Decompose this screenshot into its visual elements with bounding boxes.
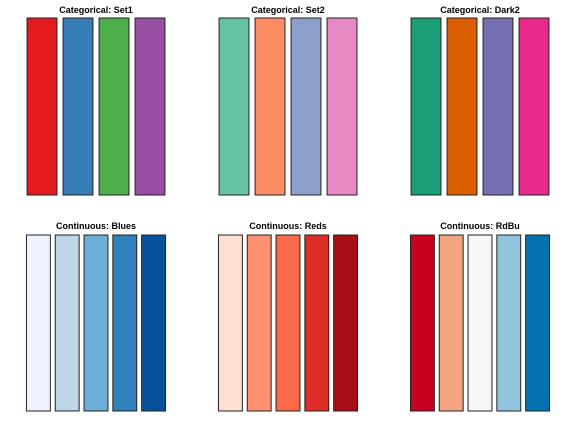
color-swatch-2: [246, 234, 272, 412]
panel-title: Continuous: Blues: [56, 221, 136, 231]
color-swatch-2: [438, 234, 464, 412]
color-swatch-5: [333, 234, 359, 412]
color-swatch-1: [218, 17, 250, 196]
palette-panel-categorical-set2: Categorical: Set2: [218, 5, 358, 196]
palette-panel-continuous-reds: Continuous: Reds: [217, 221, 359, 412]
color-swatch-4: [112, 234, 138, 412]
color-swatch-4: [326, 17, 358, 196]
palette-panel-categorical-set1: Categorical: Set1: [26, 5, 166, 196]
color-swatch-3: [482, 17, 514, 196]
color-swatch-1: [217, 234, 243, 412]
color-swatch-4: [304, 234, 330, 412]
color-swatch-3: [467, 234, 493, 412]
color-swatch-2: [54, 234, 80, 412]
panel-title: Continuous: RdBu: [440, 221, 519, 231]
panel-title: Categorical: Set1: [59, 5, 133, 15]
color-swatch-2: [446, 17, 478, 196]
color-swatch-5: [525, 234, 551, 412]
palette-panel-categorical-dark2: Categorical: Dark2: [410, 5, 550, 196]
color-swatch-1: [26, 17, 58, 196]
color-swatch-3: [290, 17, 322, 196]
color-swatch-1: [25, 234, 51, 412]
palette-panel-continuous-rdbu: Continuous: RdBu: [409, 221, 551, 412]
color-swatch-3: [98, 17, 130, 196]
panel-title: Continuous: Reds: [249, 221, 327, 231]
color-swatch-4: [134, 17, 166, 196]
palette-panel-continuous-blues: Continuous: Blues: [25, 221, 167, 412]
color-swatch-5: [141, 234, 167, 412]
color-swatch-4: [496, 234, 522, 412]
color-swatch-2: [62, 17, 94, 196]
color-swatch-1: [410, 17, 442, 196]
color-swatch-3: [83, 234, 109, 412]
color-swatch-2: [254, 17, 286, 196]
panel-title: Categorical: Set2: [251, 5, 325, 15]
color-swatch-4: [518, 17, 550, 196]
panel-title: Categorical: Dark2: [440, 5, 520, 15]
color-swatch-1: [409, 234, 435, 412]
color-swatch-3: [275, 234, 301, 412]
